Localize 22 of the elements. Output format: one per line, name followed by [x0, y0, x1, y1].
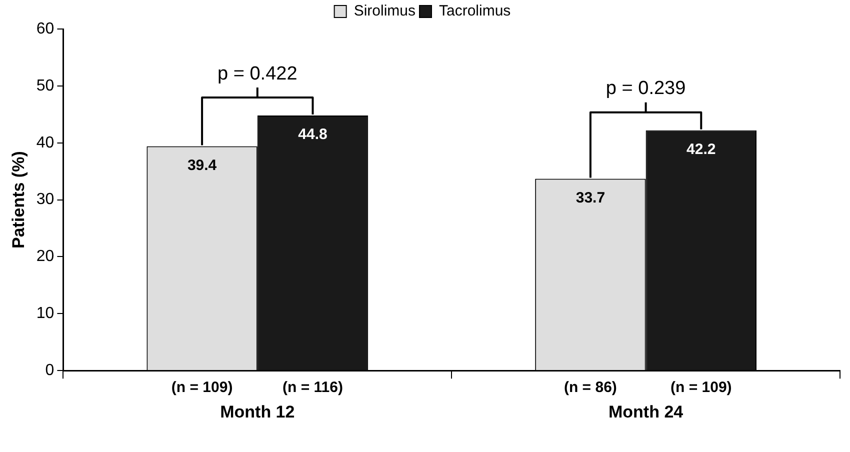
data-label: 33.7 [576, 189, 606, 206]
text: (n = 86) [564, 379, 617, 396]
annotation: p = 0.422 [218, 63, 298, 84]
text: (n = 109) [171, 379, 233, 396]
x-tick-label: Month 12 [220, 402, 295, 422]
data-label: 42.2 [686, 140, 716, 158]
y-tick-label: 40 [36, 134, 54, 152]
y-tick-label: 0 [45, 362, 54, 380]
y-tick-label: 30 [36, 191, 54, 208]
x-tick-label: Month 24 [608, 402, 684, 422]
annotation: p = 0.239 [606, 78, 686, 100]
text: (n = 116) [282, 379, 343, 396]
data-label: 39.4 [187, 156, 218, 174]
legend-label: Sirolimus [354, 2, 416, 20]
text: (n = 109) [670, 379, 732, 396]
y-tick-label: 10 [36, 305, 54, 322]
y-axis-title: Patients (%) [8, 151, 28, 248]
y-tick-label: 50 [36, 77, 54, 94]
y-tick-label: 20 [36, 248, 54, 266]
legend-label: Tacrolimus [439, 2, 511, 20]
y-tick-label: 60 [36, 20, 54, 38]
data-label: 44.8 [298, 126, 328, 144]
